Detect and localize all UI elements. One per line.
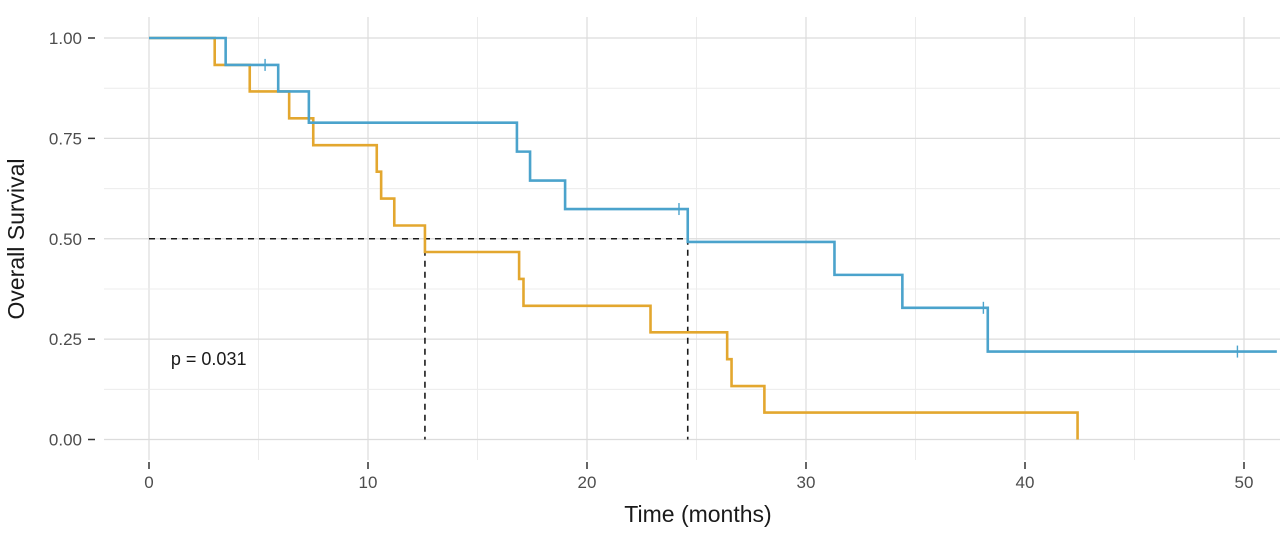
x-tick-label: 20	[578, 473, 597, 492]
y-tick-label: 0.25	[49, 330, 82, 349]
y-axis-title: Overall Survival	[3, 158, 29, 319]
x-tick-label: 10	[359, 473, 378, 492]
y-tick-label: 0.75	[49, 129, 82, 148]
x-tick-label: 30	[797, 473, 816, 492]
median-lines	[149, 237, 689, 440]
y-tick-label: 0.00	[49, 431, 82, 450]
x-axis-title: Time (months)	[624, 501, 771, 527]
p-value-annotation: p = 0.031	[171, 349, 247, 369]
x-tick-label: 0	[144, 473, 153, 492]
grid	[104, 17, 1280, 460]
x-tick-label: 40	[1016, 473, 1035, 492]
survival-curves	[149, 36, 1277, 440]
y-tick-label: 0.50	[49, 230, 82, 249]
axes: 0.00 0.25 0.50 0.75 1.00 0 10 20 30 40 50	[49, 29, 1254, 492]
x-tick-label: 50	[1235, 473, 1254, 492]
y-tick-label: 1.00	[49, 29, 82, 48]
survival-curve	[149, 36, 1277, 353]
